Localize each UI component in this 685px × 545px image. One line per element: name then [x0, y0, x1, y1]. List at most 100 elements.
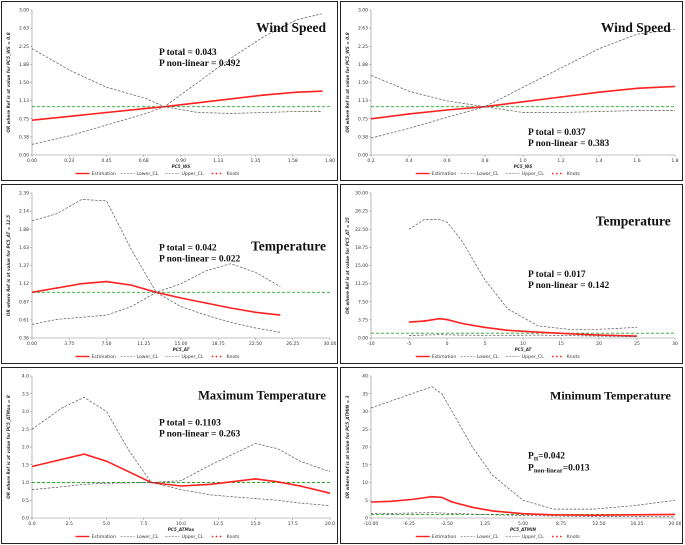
data-point	[636, 87, 638, 90]
chart-svg: 0.00 3.75 7.50 11.25 15.00 18.75 22.50 26.25 30.…	[6, 191, 336, 361]
p-value-annotation: P non-linear = 0.022	[159, 254, 240, 264]
x-tick-label: 0.2	[367, 158, 374, 164]
chart-panel: 0.00 3.75 7.50 11.25 15.00 18.75 22.50 26.25 30.…	[1, 184, 338, 364]
data-point	[491, 510, 494, 512]
x-axis-label: PC5_WS	[514, 164, 533, 169]
x-tick-label: 18.75	[212, 341, 225, 347]
x-tick-label: 10	[520, 341, 526, 347]
x-tick-label: 5	[484, 341, 487, 347]
y-tick-label: 20	[362, 445, 368, 451]
chart-title: Maximum Temperature	[198, 388, 326, 402]
x-tick-label: 0.00	[27, 158, 37, 164]
y-tick-label: 10	[362, 480, 368, 486]
y-tick-label: 1.88	[19, 227, 29, 233]
x-tick-label: -5	[407, 341, 412, 347]
legend-label: Lower_CL	[136, 534, 158, 540]
data-point	[204, 302, 207, 304]
x-tick-label: 5.0	[103, 521, 110, 527]
chart-title: Minimum Temperature	[550, 388, 671, 402]
x-tick-label: 25	[634, 341, 640, 347]
legend-label: Knots	[226, 171, 240, 177]
legend-label: Estimation	[91, 354, 116, 360]
data-point	[598, 334, 600, 336]
x-tick-label: 1.13	[213, 158, 223, 164]
legend-label: Knots	[567, 534, 581, 540]
legend-label: Upper_CL	[181, 354, 203, 360]
legend-swatch	[555, 172, 558, 175]
x-tick-label: -6.25	[403, 521, 415, 527]
legend-swatch	[211, 355, 214, 358]
y-tick-label: 1.12	[19, 281, 29, 287]
x-tick-label: 15	[558, 341, 564, 347]
y-tick-label: 1.5	[22, 462, 29, 468]
x-tick-label: 30	[672, 341, 678, 347]
x-axis-label: PC5_ATMIN	[510, 527, 537, 532]
legend-label: Knots	[567, 171, 581, 177]
x-tick-label: 0.45	[101, 158, 111, 164]
chart-panel: 0.0 2.5 5.0 7.5 10.0 12.5 15.0 17.5 20.0 0.0 0.5 1.…	[1, 367, 338, 544]
y-tick-label: 22.50	[355, 227, 368, 233]
chart-svg: 0.00 0.23 0.45 0.68 0.90 1.13 1.35 1.58 1.80 0.00…	[6, 8, 335, 178]
legend-swatch	[555, 355, 558, 358]
x-tick-label: -10	[367, 341, 374, 347]
y-axis-label: OR where Ref is at value for PC5_ATMIN =…	[345, 395, 350, 498]
y-tick-label: 3.5	[22, 391, 29, 397]
x-tick-label: 20	[596, 341, 602, 347]
estimation-line	[370, 85, 676, 120]
x-axis-label: PC5_AT	[173, 347, 191, 352]
x-tick-label: 0.00	[27, 341, 37, 347]
p-value-annotation: P total = 0.017	[528, 270, 586, 280]
y-axis-label: OR where Ref is at value for PC5_AT = 12…	[6, 215, 11, 316]
legend-label: Lower_CL	[477, 171, 499, 177]
chart-svg: -10.00 -6.25 -2.50 1.25 5.00 8.75 12.50 16.25 20…	[345, 374, 681, 541]
y-tick-label: 2.0	[22, 445, 29, 451]
x-tick-label: 12.50	[593, 521, 606, 527]
y-tick-label: 1.50	[19, 80, 29, 86]
p-value-annotation: P non-linear = 0.383	[528, 139, 609, 149]
y-tick-label: 1.88	[358, 62, 368, 68]
y-tick-label: 1.37	[19, 263, 29, 269]
x-tick-label: 1.4	[595, 158, 602, 164]
x-tick-label: 30.00	[324, 341, 336, 347]
chart-svg: -10 -5 0 5 10 15 20 25 30 0.00 3.75 7.50 11.25 15.00 1…	[345, 191, 678, 361]
legend-swatch	[559, 535, 562, 538]
x-tick-label: 15.0	[250, 521, 260, 527]
x-tick-label: 0.23	[64, 158, 74, 164]
y-tick-label: 0.0	[22, 516, 29, 522]
legend-swatch	[551, 535, 554, 538]
x-tick-label: 1.35	[250, 158, 260, 164]
y-tick-label: 2.63	[358, 26, 368, 32]
x-tick-label: 0.8	[481, 158, 488, 164]
legend-label: Lower_CL	[477, 534, 499, 540]
upper-cl-line	[31, 396, 331, 483]
y-tick-label: 18.75	[355, 245, 368, 251]
p-value-annotation: P total = 0.037	[528, 128, 586, 138]
x-tick-label: 0.68	[139, 158, 149, 164]
y-tick-label: 1.13	[19, 98, 29, 104]
p-value-annotation: P total = 0.042	[159, 243, 217, 253]
y-tick-label: 0	[365, 516, 368, 522]
y-tick-label: 1.63	[19, 245, 29, 251]
x-tick-label: 1.6	[633, 158, 640, 164]
y-tick-label: 0.75	[19, 116, 29, 122]
y-tick-label: 1.0	[22, 480, 29, 486]
y-tick-label: 35	[362, 391, 368, 397]
x-tick-label: 8.75	[556, 521, 566, 527]
y-axis-label: OR where Ref is at value for PC5_WS = 0.…	[6, 32, 11, 132]
x-tick-label: 16.25	[631, 521, 644, 527]
data-point	[262, 94, 265, 96]
estimation-line	[370, 495, 676, 517]
p-value-annotation: P non-linear = 0.263	[159, 429, 240, 439]
data-point	[55, 287, 58, 289]
legend-swatch	[219, 355, 222, 358]
legend-label: Estimation	[91, 171, 116, 177]
legend-label: Upper_CL	[522, 534, 544, 540]
y-tick-label: 30.00	[355, 191, 368, 197]
legend-label: Knots	[226, 354, 240, 360]
y-tick-label: 3.0	[22, 409, 29, 415]
data-point	[299, 485, 302, 487]
x-tick-label: 1.58	[288, 158, 298, 164]
y-tick-label: 0.38	[19, 134, 29, 140]
y-tick-label: 25	[362, 427, 368, 433]
legend-label: Estimation	[91, 534, 116, 540]
